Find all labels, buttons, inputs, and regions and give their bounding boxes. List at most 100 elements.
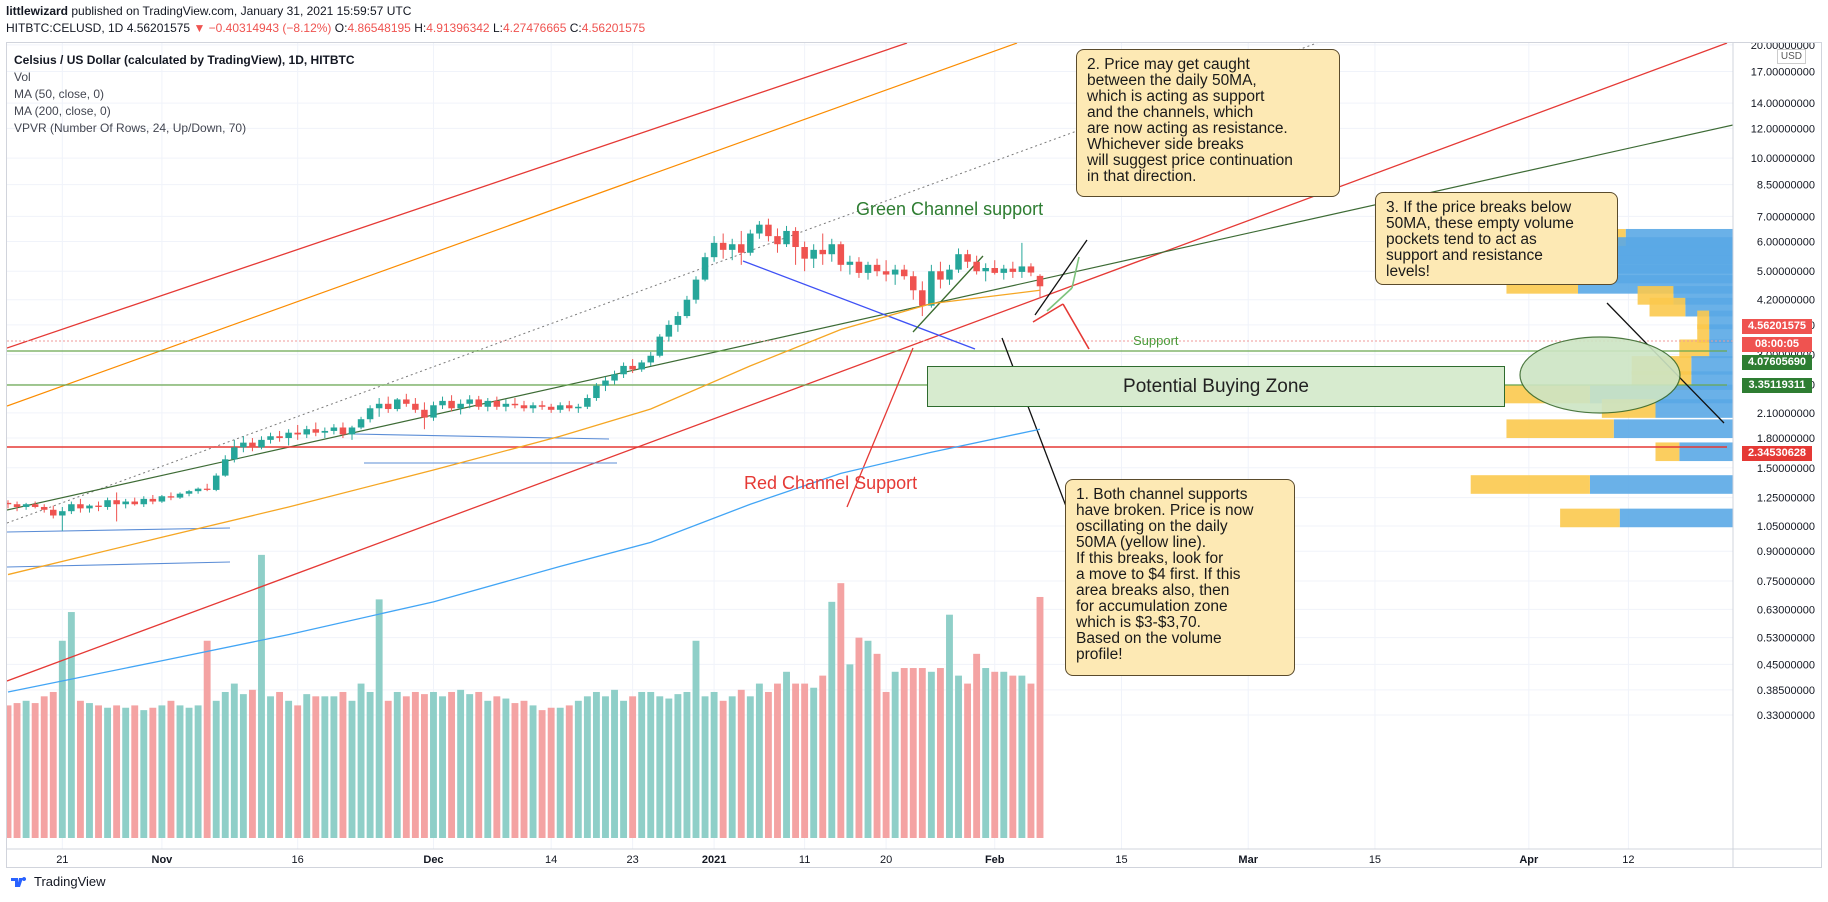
candle-body: [665, 324, 673, 337]
blue-downtrend-line: [742, 260, 976, 350]
y-tick-label: 12.00000000: [1751, 123, 1815, 135]
volume-bar: [448, 691, 456, 838]
y-tick-label: 1.50000000: [1757, 463, 1815, 475]
candle-body: [629, 365, 636, 370]
legend-ma200[interactable]: MA (200, close, 0): [14, 104, 111, 118]
y-tick-label: 2.10000000: [1757, 408, 1815, 420]
volume-bar: [846, 664, 854, 838]
author-name[interactable]: littlewizard: [6, 4, 69, 18]
tradingview-brand[interactable]: TradingView: [10, 874, 106, 889]
currency-badge[interactable]: USD: [1776, 49, 1806, 64]
legend-ma50[interactable]: MA (50, close, 0): [14, 87, 105, 101]
candle-body: [7, 502, 12, 505]
volume-bar: [1027, 683, 1035, 838]
y-tick-label: 7.00000000: [1757, 211, 1815, 223]
note-2[interactable]: 2. Price may get caught between the dail…: [1076, 49, 1340, 197]
y-tick-label: 1.05000000: [1757, 521, 1815, 533]
level-tag-1: 4.07605690: [1742, 355, 1812, 370]
x-tick-label: Mar: [1238, 854, 1258, 866]
vpvr-down-bar: [1697, 310, 1710, 330]
volume-bar: [439, 696, 446, 838]
chart-pane[interactable]: 20.00000000 17.00000000 14.00000000 12.0000…: [6, 42, 1822, 868]
volume-bar: [1036, 596, 1044, 838]
potential-buying-zone[interactable]: Potential Buying Zone: [927, 366, 1505, 407]
candle-body: [430, 405, 437, 418]
volume-bar: [258, 554, 265, 838]
ma200-line: [7, 428, 1041, 693]
candle-body: [973, 261, 980, 272]
volume-bar: [946, 614, 953, 838]
volume-bar: [402, 696, 410, 838]
note-1[interactable]: 1. Both channel supports have broken. Pr…: [1065, 479, 1295, 676]
green-channel-label[interactable]: Green Channel support: [856, 199, 1044, 219]
x-tick-label: Nov: [152, 854, 174, 866]
volume-bar: [1000, 671, 1008, 838]
volume-bar: [76, 700, 84, 838]
level-tag-3: 2.34530628: [1742, 446, 1812, 461]
volume-bar: [158, 705, 166, 838]
red-channel-lower: [7, 43, 1728, 682]
candle-body: [466, 399, 473, 404]
volume-bar: [991, 671, 999, 838]
candle-body: [1018, 266, 1026, 272]
candle-body: [484, 400, 492, 407]
candle-body: [330, 427, 338, 431]
candle-body: [339, 427, 347, 435]
candle-body: [1000, 268, 1008, 273]
candle-body: [819, 249, 826, 255]
volume-bar: [882, 691, 890, 838]
volume-bar: [774, 683, 781, 838]
level-tag-2: 3.35119311: [1742, 378, 1812, 393]
volume-bar: [22, 700, 30, 838]
candle-body: [792, 230, 799, 248]
volume-bar: [7, 705, 12, 838]
close-value: 4.56201575: [581, 21, 646, 35]
volume-bar: [746, 696, 754, 838]
candle-body: [765, 224, 772, 237]
candle-body: [312, 429, 320, 433]
volume-bar: [801, 683, 809, 838]
red-channel-label[interactable]: Red Channel Support: [744, 473, 918, 493]
note-3[interactable]: 3. If the price breaks below 50MA, these…: [1375, 192, 1618, 285]
y-tick-label: 8.50000000: [1757, 180, 1815, 192]
x-tick-label: 21: [56, 854, 68, 866]
candle-body: [475, 399, 482, 407]
high-label: H:: [414, 21, 427, 35]
candle-body: [158, 496, 166, 502]
candle-body: [240, 442, 247, 448]
volume-bar: [792, 683, 800, 838]
support-label[interactable]: Support: [1133, 333, 1179, 348]
candle-body: [321, 430, 329, 433]
candle-body: [149, 498, 157, 502]
y-tick-label: 0.75000000: [1757, 576, 1815, 588]
price-chart[interactable]: 20.00000000 17.00000000 14.00000000 12.0000…: [7, 43, 1822, 868]
volume-bar: [701, 696, 709, 838]
candle-body: [964, 254, 971, 262]
legend-vol[interactable]: Vol: [14, 70, 31, 84]
y-tick-label: 1.25000000: [1757, 493, 1815, 505]
candle-body: [348, 427, 356, 435]
volume-bar: [620, 700, 628, 838]
candle-body: [104, 500, 111, 507]
candle-body: [520, 405, 528, 409]
y-tick-label: 0.45000000: [1757, 659, 1815, 671]
volume-bar: [891, 671, 899, 838]
candle-body: [556, 405, 564, 410]
volume-bar: [457, 689, 465, 838]
volume-bar: [828, 601, 836, 838]
legend-vpvr[interactable]: VPVR (Number Of Rows, 24, Up/Down, 70): [14, 121, 247, 135]
volume-bar: [49, 691, 57, 838]
volume-bar: [909, 668, 917, 838]
volume-bar: [1009, 675, 1017, 838]
volume-bar: [140, 710, 148, 838]
x-tick-label: 15: [1369, 854, 1381, 866]
candle-body: [846, 261, 854, 265]
candle-body: [375, 403, 383, 409]
publish-header: littlewizard published on TradingView.co…: [6, 4, 411, 18]
candle-body: [991, 268, 998, 273]
candle-body: [810, 249, 817, 259]
candle-body: [86, 505, 93, 509]
volume-bar: [212, 700, 220, 838]
candle-body: [511, 403, 519, 406]
legend-title[interactable]: Celsius / US Dollar (calculated by Tradi…: [14, 53, 355, 67]
